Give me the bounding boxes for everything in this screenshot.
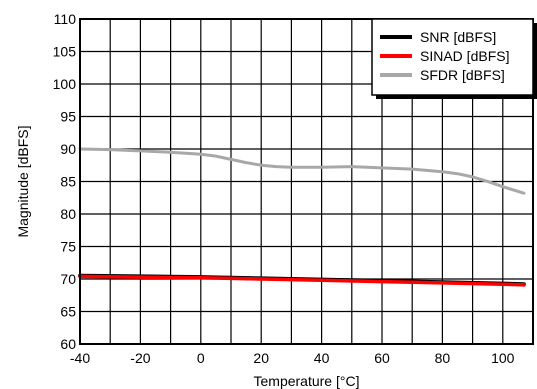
plot-frame bbox=[79, 18, 534, 345]
x-tick-label: 60 bbox=[374, 350, 390, 366]
y-tick-label: 60 bbox=[60, 336, 76, 352]
y-tick-labels: 60 65 70 75 80 85 90 95 100 105 110 bbox=[53, 11, 77, 352]
x-tick-label: 40 bbox=[314, 350, 330, 366]
legend-label: SNR [dBFS] bbox=[420, 29, 496, 45]
x-tick-label: -20 bbox=[130, 350, 150, 366]
legend-label: SINAD [dBFS] bbox=[420, 48, 509, 64]
series-lines bbox=[78, 147, 526, 287]
y-axis-label: Magnitude [dBFS] bbox=[15, 125, 31, 237]
y-tick-label: 100 bbox=[53, 76, 77, 92]
y-tick-label: 65 bbox=[60, 304, 76, 320]
y-tick-label: 90 bbox=[60, 141, 76, 157]
y-tick-label: 85 bbox=[60, 174, 76, 190]
legend: SNR [dBFS] SINAD [dBFS] SFDR [dBFS] bbox=[371, 18, 537, 99]
y-tick-label: 95 bbox=[60, 109, 76, 125]
y-tick-label: 110 bbox=[54, 11, 77, 27]
series-line-2 bbox=[78, 274, 526, 287]
legend-label: SFDR [dBFS] bbox=[420, 67, 505, 83]
x-tick-label: 100 bbox=[491, 350, 515, 366]
y-tick-label: 80 bbox=[60, 206, 76, 222]
x-tick-label: 20 bbox=[253, 350, 269, 366]
x-tick-label: 80 bbox=[435, 350, 451, 366]
x-tick-label: 0 bbox=[197, 350, 205, 366]
x-tick-labels: -40 -20 0 20 40 60 80 100 bbox=[70, 350, 515, 366]
y-tick-label: 105 bbox=[53, 44, 77, 60]
y-tick-label: 70 bbox=[60, 271, 76, 287]
x-axis-label: Temperature [°C] bbox=[254, 373, 360, 389]
x-tick-label: -40 bbox=[70, 350, 90, 366]
y-tick-label: 75 bbox=[60, 239, 76, 255]
series-line-3 bbox=[78, 147, 526, 195]
